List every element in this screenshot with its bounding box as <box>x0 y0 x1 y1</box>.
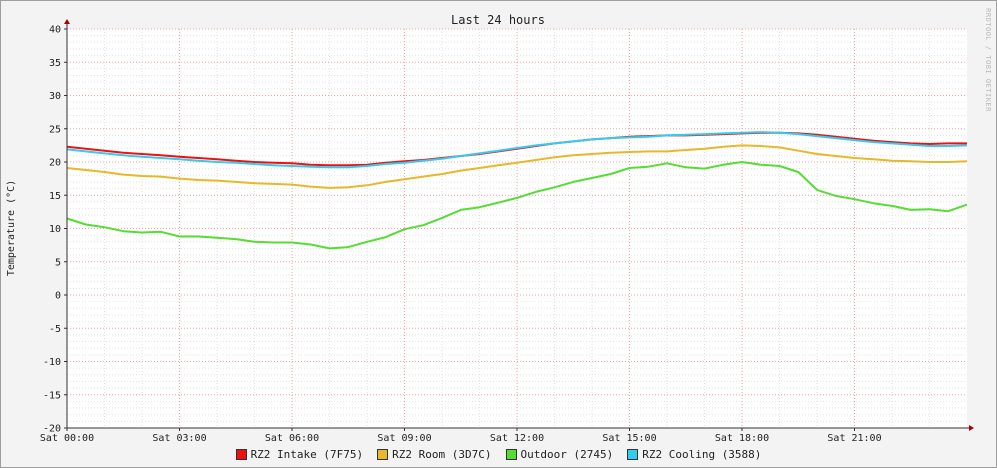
series-line-1 <box>66 144 968 189</box>
y-tick-label: -15 <box>43 390 61 401</box>
y-axis-arrow <box>64 19 70 24</box>
legend-item: RZ2 Intake (7F75) <box>235 447 364 461</box>
x-tick-label: Sat 18:00 <box>715 433 769 444</box>
x-tick-label: Sat 21:00 <box>827 433 881 444</box>
y-tick-label: 25 <box>49 124 61 135</box>
temperature-chart: Last 24 hours Temperature (°C) RRDTOOL /… <box>6 8 992 445</box>
axis-layer <box>64 19 974 431</box>
legend-label: RZ2 Intake (7F75) <box>250 447 364 461</box>
chart-legend: RZ2 Intake (7F75) RZ2 Room (3D7C) Outdoor … <box>0 446 997 462</box>
legend-item: RZ2 Cooling (3588) <box>627 448 761 461</box>
y-tick-label: 5 <box>55 257 61 268</box>
x-tick-label: Sat 00:00 <box>40 433 94 444</box>
y-tick-label: -20 <box>43 424 61 435</box>
x-tick-label: Sat 12:00 <box>490 433 544 444</box>
x-axis-arrow <box>969 425 974 431</box>
legend-label: RZ2 Cooling (3588) <box>642 447 762 461</box>
y-tick-label: -5 <box>49 324 61 335</box>
legend-swatch <box>377 448 389 460</box>
legend-item: RZ2 Room (3D7C) <box>377 447 492 461</box>
y-axis-label: Temperature (°C) <box>6 180 17 276</box>
y-tick-label: 10 <box>49 224 61 235</box>
y-tick-label: 20 <box>49 158 61 169</box>
x-tick-label: Sat 06:00 <box>265 433 319 444</box>
x-tick-label: Sat 15:00 <box>602 433 656 444</box>
legend-swatch <box>505 448 517 460</box>
x-tick-label: Sat 03:00 <box>152 433 206 444</box>
y-tick-label: 40 <box>49 25 61 36</box>
x-tick-label: Sat 09:00 <box>377 433 431 444</box>
legend-label: Outdoor (2745) <box>520 447 614 461</box>
legend-swatch <box>627 448 639 460</box>
series-line-2 <box>66 161 968 250</box>
legend-label: RZ2 Room (3D7C) <box>392 447 492 461</box>
y-tick-label: 15 <box>49 191 61 202</box>
y-tick-label: 35 <box>49 58 61 69</box>
y-tick-label: 30 <box>49 91 61 102</box>
legend-swatch <box>235 448 247 460</box>
series-line-3 <box>66 131 968 169</box>
grid-layer <box>66 28 967 429</box>
y-tick-label: 0 <box>55 291 61 302</box>
y-tick-label: -10 <box>43 357 61 368</box>
chart-title: Last 24 hours <box>451 13 545 27</box>
series-layer <box>66 131 968 250</box>
legend-item: Outdoor (2745) <box>505 447 614 461</box>
rrdtool-watermark: RRDTOOL / TOBI OETIKER <box>984 8 992 112</box>
